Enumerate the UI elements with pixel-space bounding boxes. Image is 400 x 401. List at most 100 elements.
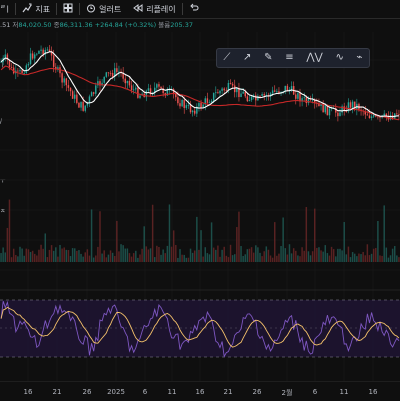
candle-body bbox=[278, 91, 280, 94]
volume-bar bbox=[34, 253, 36, 262]
candle-body bbox=[398, 114, 400, 115]
volume-bar bbox=[172, 230, 175, 262]
layouts-button[interactable] bbox=[57, 0, 79, 18]
trend-line-icon[interactable]: ⟋ bbox=[223, 52, 231, 63]
volume-bar bbox=[147, 249, 150, 262]
candle-body bbox=[208, 102, 211, 104]
price-chart[interactable] bbox=[0, 0, 400, 381]
candle-body bbox=[234, 85, 236, 93]
volume-bar bbox=[303, 250, 305, 262]
volume-bar bbox=[139, 254, 141, 262]
volume-bar bbox=[280, 246, 282, 262]
volume-bar bbox=[15, 255, 17, 262]
volume-bar bbox=[42, 248, 44, 262]
candle-body bbox=[389, 115, 392, 120]
volume-bar bbox=[103, 250, 105, 262]
volume-bar bbox=[324, 245, 326, 262]
volume-bar bbox=[282, 217, 284, 262]
volume-bar bbox=[65, 249, 68, 262]
pencil-icon[interactable]: ✎ bbox=[264, 52, 273, 63]
layouts-icon bbox=[63, 3, 73, 16]
volume-bar bbox=[288, 244, 291, 262]
indicators-button[interactable]: 지표 bbox=[16, 0, 56, 18]
left-mark[interactable]: / bbox=[0, 118, 3, 125]
volume-bar bbox=[370, 253, 373, 262]
volume-bar bbox=[286, 254, 289, 262]
candle-body bbox=[200, 103, 202, 108]
candle-body bbox=[210, 100, 213, 103]
toolbar-divider bbox=[15, 3, 17, 15]
horizontal-lines-icon[interactable]: ≡ bbox=[285, 52, 294, 63]
candle-body bbox=[139, 95, 141, 98]
candle-body bbox=[307, 98, 310, 104]
left-mark[interactable]: ㅈ bbox=[0, 208, 6, 215]
zigzag-icon[interactable]: ⋀⋁ bbox=[306, 52, 323, 63]
ohlc-legend: .51 저84,020.50 종86,311.36 +264.84 (+0.32… bbox=[0, 19, 193, 31]
alert-button[interactable]: 얼러트 bbox=[80, 0, 127, 18]
left-mark[interactable]: ㄹ bbox=[0, 4, 6, 11]
candle-body bbox=[231, 83, 234, 86]
candle-body bbox=[76, 94, 78, 103]
candle-body bbox=[172, 89, 175, 95]
candle-body bbox=[52, 55, 55, 67]
candle-body bbox=[74, 94, 76, 99]
candle-body bbox=[162, 88, 164, 94]
volume-bar bbox=[250, 247, 253, 262]
volume-bar bbox=[372, 248, 375, 262]
volume-bar bbox=[164, 253, 166, 262]
volume-bar bbox=[99, 211, 101, 262]
volume-bar bbox=[343, 222, 345, 262]
volume-bar bbox=[114, 256, 116, 262]
left-mark[interactable]: ㅜ bbox=[0, 178, 6, 185]
volume-bar bbox=[385, 247, 388, 262]
candle-body bbox=[177, 97, 179, 104]
volume-bar bbox=[349, 257, 352, 262]
candle-body bbox=[377, 116, 379, 118]
volume-bar bbox=[202, 256, 204, 262]
replay-button[interactable]: 리플레이 bbox=[127, 0, 181, 18]
volume-bar bbox=[40, 244, 42, 262]
volume-bar bbox=[362, 251, 364, 262]
candle-body bbox=[242, 91, 244, 94]
candle-body bbox=[82, 101, 84, 111]
left-mark[interactable]: ㅣ bbox=[0, 62, 6, 69]
volume-bar bbox=[292, 248, 295, 262]
volume-bar bbox=[351, 252, 354, 262]
ray-icon[interactable]: ↗ bbox=[243, 52, 252, 63]
candle-body bbox=[248, 99, 251, 102]
candle-body bbox=[78, 102, 80, 108]
volume-bar bbox=[377, 220, 379, 262]
volume-bar bbox=[255, 245, 257, 262]
volume-bar bbox=[19, 246, 21, 262]
undo-button[interactable] bbox=[183, 0, 205, 18]
candle-body bbox=[63, 78, 65, 83]
toolbar-truncated-item[interactable]: ㅣ bbox=[0, 0, 15, 18]
volume-bar bbox=[126, 248, 129, 262]
volume-bar bbox=[210, 222, 213, 262]
candle-body bbox=[202, 104, 204, 108]
candle-body bbox=[191, 110, 194, 113]
wave-icon[interactable]: ∿ bbox=[335, 52, 344, 63]
volume-bar bbox=[227, 257, 230, 262]
volume-bar bbox=[44, 233, 46, 262]
volume-bar bbox=[120, 244, 122, 262]
legend-volume-label: 볼륨 bbox=[158, 21, 171, 29]
candle-body bbox=[217, 92, 219, 94]
candle-body bbox=[295, 94, 297, 99]
toolbar-divider bbox=[79, 3, 81, 15]
time-label: 21 bbox=[223, 388, 233, 396]
volume-bar bbox=[107, 254, 110, 262]
candle-body bbox=[34, 54, 36, 59]
candle-body bbox=[347, 102, 350, 112]
time-label: 26 bbox=[252, 388, 262, 396]
volume-bar bbox=[141, 248, 143, 262]
volume-bar bbox=[381, 255, 383, 262]
volume-bar bbox=[76, 250, 78, 262]
candle-body bbox=[0, 61, 2, 63]
brush-icon[interactable]: ⌁ bbox=[356, 52, 363, 63]
volume-bar bbox=[59, 244, 61, 262]
candle-body bbox=[335, 107, 337, 113]
volume-bar bbox=[0, 253, 2, 262]
volume-bar bbox=[84, 252, 86, 262]
candle-body bbox=[212, 92, 215, 101]
